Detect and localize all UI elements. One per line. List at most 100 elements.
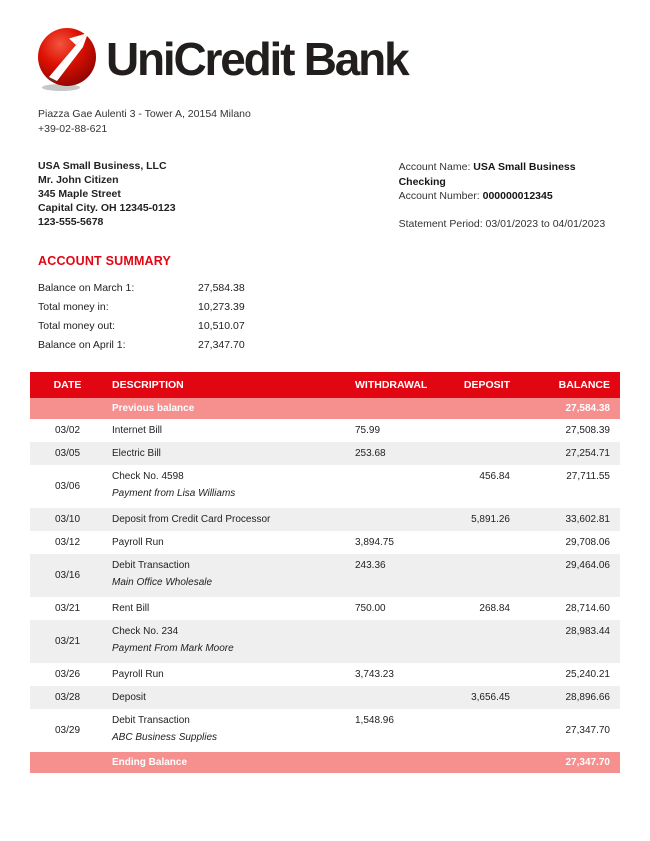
txn-balance: 29,464.06 [565,560,611,572]
txn-deposit: 5,891.26 [471,514,510,526]
txn-description: Rent Bill [112,603,150,615]
header-deposit: DEPOSIT [445,372,517,399]
customer-name: Mr. John Citizen [38,174,119,187]
transaction-row: 03/02 Internet Bill 75.99 27,508.39 [30,419,620,443]
transaction-row: 03/06 Check No. 4598 Payment from Lisa W… [30,465,620,509]
txn-description: Internet Bill [112,425,163,437]
txn-balance: 25,240.21 [565,669,611,681]
transaction-row: 03/21 Check No. 234 Payment From Mark Mo… [30,620,620,664]
txn-withdrawal [345,465,445,508]
txn-date: 03/16 [54,570,81,582]
summary-label: Total money out: [38,320,116,333]
summary-row: Total money in: 10,273.39 [38,298,650,317]
txn-withdrawal: 253.68 [355,448,386,460]
txn-description: Electric Bill [112,448,161,460]
txn-balance: 27,347.70 [565,725,611,737]
summary-row: Balance on April 1: 27,347.70 [38,336,650,355]
txn-date: 03/21 [54,603,81,615]
txn-deposit [445,442,517,465]
txn-deposit [445,531,517,554]
txn-withdrawal: 243.36 [355,560,386,572]
txn-balance: 28,896.66 [565,692,611,704]
bank-phone: +39-02-88-621 [38,123,108,136]
txn-withdrawal: 1,548.96 [355,715,394,727]
summary-row: Total money out: 10,510.07 [38,317,650,336]
account-number-value: 000000012345 [482,190,553,203]
unicredit-sphere-icon [38,28,96,91]
customer-address-block: USA Small Business, LLC Mr. John Citizen… [38,160,399,231]
txn-date: 03/02 [54,425,81,437]
txn-withdrawal [345,620,445,663]
txn-description: Debit Transaction [112,560,190,572]
previous-balance-label: Previous balance [105,398,345,420]
summary-value: 27,347.70 [198,339,245,352]
ending-balance-label: Ending Balance [105,752,345,774]
txn-balance: 27,711.55 [566,471,610,483]
summary-row: Balance on March 1: 27,584.38 [38,279,650,298]
header-date: DATE [30,372,105,399]
txn-deposit [445,620,517,663]
transaction-row: 03/12 Payroll Run 3,894.75 29,708.06 [30,531,620,555]
previous-balance-row: Previous balance 27,584.38 [30,398,620,420]
customer-phone: 123-555-5678 [38,215,104,228]
txn-deposit [445,554,517,597]
txn-description: Deposit from Credit Card Processor [112,514,271,526]
txn-date: 03/06 [54,481,81,493]
header-balance: BALANCE [517,372,620,399]
account-name-row: Account Name: USA Small Business Checkin… [399,160,620,189]
txn-withdrawal: 750.00 [355,603,386,615]
txn-date: 03/21 [54,636,81,648]
txn-description: Payroll Run [112,537,164,549]
account-summary-table: Balance on March 1: 27,584.38 Total mone… [38,279,650,355]
summary-label: Balance on March 1: [38,282,135,295]
transaction-row: 03/10 Deposit from Credit Card Processor… [30,508,620,532]
txn-balance: 29,708.06 [565,537,611,549]
transaction-row: 03/21 Rent Bill 750.00 268.84 28,714.60 [30,597,620,621]
txn-date: 03/29 [54,725,81,737]
transaction-row: 03/05 Electric Bill 253.68 27,254.71 [30,442,620,466]
transaction-row: 03/29 Debit Transaction ABC Business Sup… [30,709,620,753]
bank-address-line1: Piazza Gae Aulenti 3 - Tower A, 20154 Mi… [38,108,251,120]
account-number-row: Account Number: 000000012345 [399,189,620,203]
txn-withdrawal: 3,743.23 [355,669,394,681]
summary-label: Balance on April 1: [38,339,126,352]
summary-value: 10,273.39 [198,301,245,314]
statement-period-row: Statement Period: 03/01/2023 to 04/01/20… [399,217,620,231]
transaction-row: 03/26 Payroll Run 3,743.23 25,240.21 [30,663,620,687]
txn-note: Main Office Wholesale [112,577,213,589]
customer-company: USA Small Business, LLC [38,160,167,173]
transactions-body: Previous balance 27,584.38 03/02 Interne… [30,398,620,753]
txn-withdrawal: 75.99 [355,425,381,437]
header-withdrawal: WITHDRAWAL [345,372,445,399]
txn-withdrawal [345,686,445,709]
account-name-label: Account Name: [398,161,471,174]
statement-period-label: Statement Period: [398,217,483,230]
account-info-block: Account Name: USA Small Business Checkin… [399,160,620,231]
txn-date: 03/28 [54,692,81,704]
header-description: DESCRIPTION [105,372,345,399]
statement-period-value: 03/01/2023 to 04/01/2023 [485,217,606,230]
txn-note: Payment From Mark Moore [112,643,234,655]
txn-deposit: 268.84 [479,603,510,615]
transaction-row: 03/28 Deposit 3,656.45 28,896.66 [30,686,620,710]
transactions-table: DATE DESCRIPTION WITHDRAWAL DEPOSIT BALA… [30,372,620,774]
txn-balance: 28,714.60 [565,603,611,615]
txn-balance: 28,983.44 [565,626,611,638]
summary-value: 27,584.38 [198,282,245,295]
bank-logo-text: UniCredit Bank [106,33,410,85]
txn-description: Deposit [112,692,146,704]
customer-street: 345 Maple Street [38,188,121,201]
bank-address: Piazza Gae Aulenti 3 - Tower A, 20154 Mi… [38,107,650,137]
txn-deposit [445,419,517,442]
txn-note: Payment from Lisa Williams [112,488,236,500]
txn-balance: 27,508.39 [565,425,611,437]
transactions-header: DATE DESCRIPTION WITHDRAWAL DEPOSIT BALA… [30,372,620,399]
ending-balance-amount: 27,347.70 [517,752,620,774]
txn-date: 03/12 [54,537,81,549]
txn-date: 03/26 [54,669,81,681]
bank-logo: UniCredit Bank [36,26,650,92]
customer-city: Capital City. OH 12345-0123 [38,202,176,215]
txn-date: 03/05 [54,448,81,460]
account-name-value: USA Small Business Checking [398,161,576,188]
